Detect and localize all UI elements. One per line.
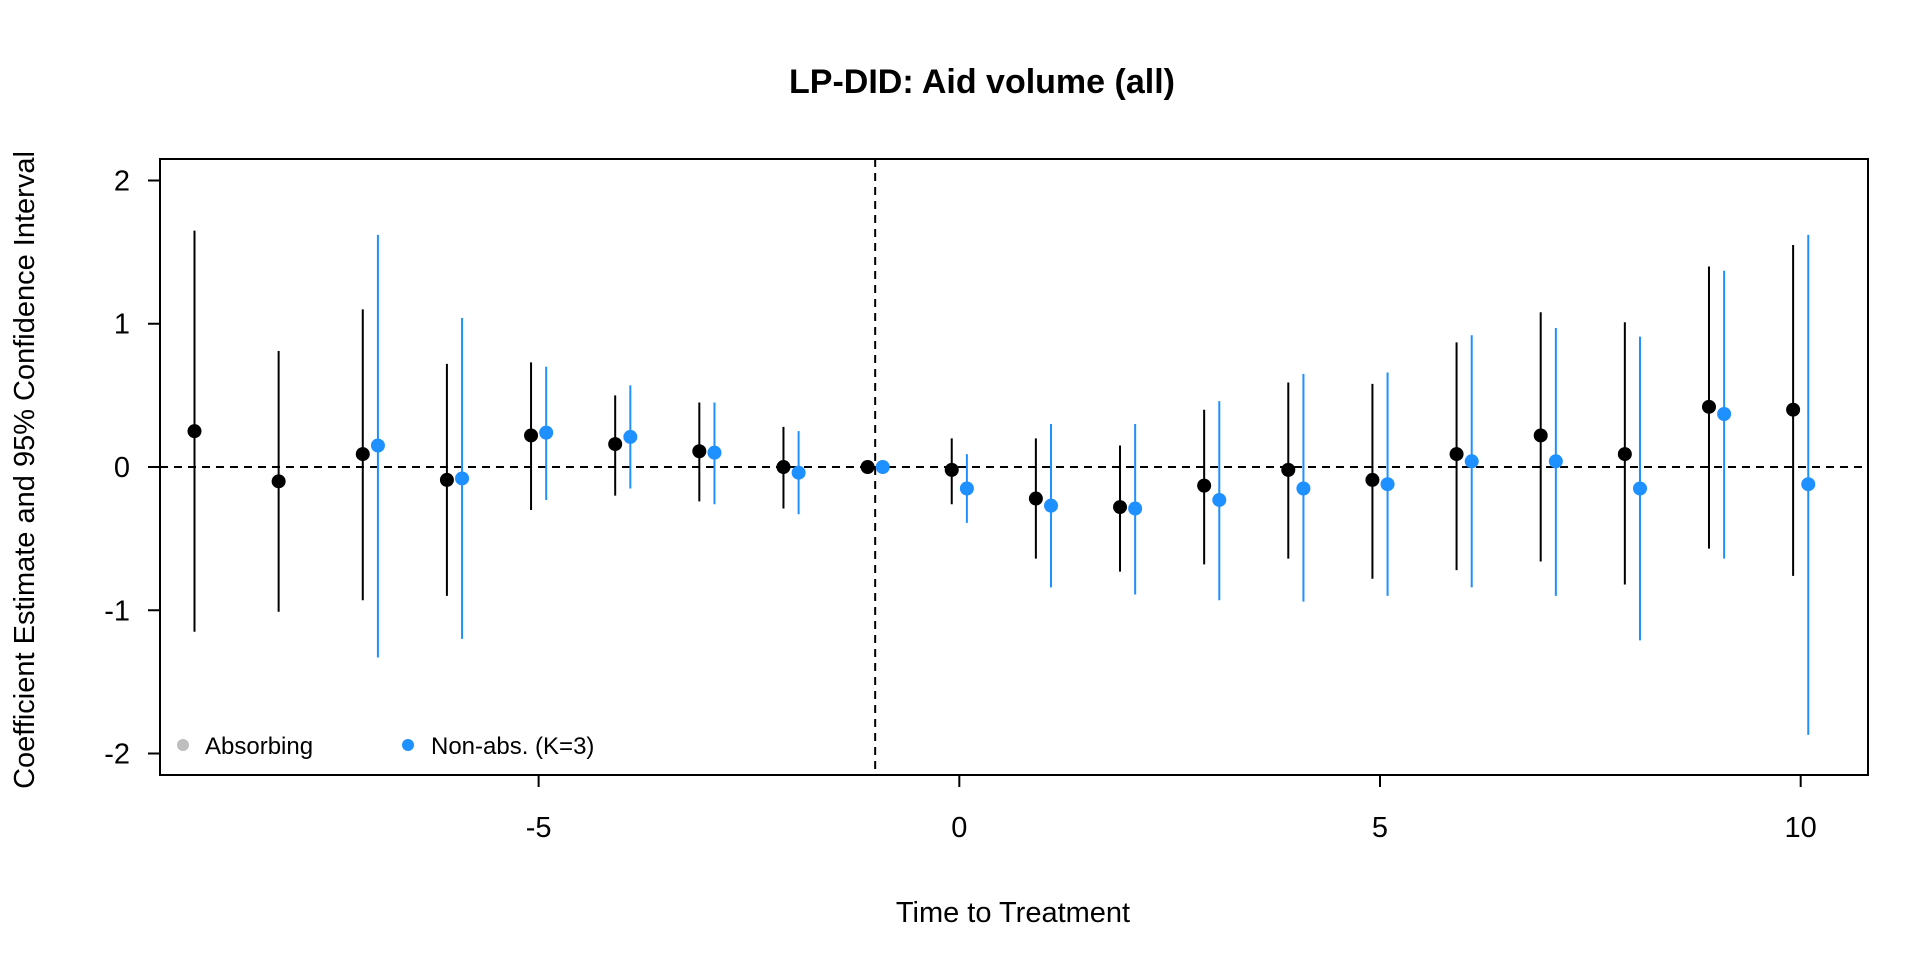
point-estimate [1044, 498, 1059, 513]
point-estimate [1717, 406, 1732, 421]
point-estimate [860, 460, 875, 474]
y-axis: -2 -1 0 1 2 [104, 165, 160, 771]
point-estimate [187, 424, 202, 439]
x-axis: -5 0 5 10 [526, 775, 1817, 844]
point-estimate [791, 465, 806, 480]
point-estimate [1281, 462, 1296, 477]
point-estimate [959, 481, 974, 496]
point-estimate [1632, 481, 1647, 496]
point-estimate [1197, 478, 1212, 493]
point-estimate [1113, 500, 1128, 515]
point-estimate [355, 447, 370, 462]
point-estimate [1701, 399, 1716, 414]
legend-marker-non-absorbing [402, 739, 414, 751]
point-estimate [1212, 492, 1227, 507]
point-estimate [1548, 454, 1563, 469]
y-axis-label: Coefficient Estimate and 95% Confidence … [9, 151, 41, 789]
x-tick-label: 5 [1372, 812, 1388, 844]
point-estimate [1449, 447, 1464, 462]
point-estimate [455, 471, 470, 486]
y-tick-label: 1 [114, 309, 130, 341]
chart-title: LP-DID: Aid volume (all) [789, 63, 1175, 101]
point-estimate [1028, 491, 1043, 506]
point-estimate [776, 460, 791, 474]
legend: Absorbing Non-abs. (K=3) [177, 733, 594, 760]
point-estimate [944, 462, 959, 477]
x-tick-label: -5 [526, 812, 552, 844]
point-estimate [1128, 501, 1143, 516]
data-marks [187, 230, 1816, 735]
point-estimate [1786, 402, 1801, 417]
legend-label-non-absorbing: Non-abs. (K=3) [431, 733, 594, 760]
point-estimate [1365, 472, 1380, 487]
series-absorbing [187, 230, 1801, 632]
legend-marker-absorbing [177, 739, 189, 751]
x-tick-label: 0 [951, 812, 967, 844]
y-tick-label: -2 [104, 739, 130, 771]
x-axis-label: Time to Treatment [896, 897, 1130, 929]
series-non-absorbing [370, 234, 1816, 735]
y-tick-label: -1 [104, 595, 130, 627]
point-estimate [623, 429, 638, 444]
reference-lines [160, 159, 1868, 775]
point-estimate [1380, 477, 1395, 492]
point-estimate [524, 428, 539, 443]
point-estimate [1533, 428, 1548, 443]
x-tick-label: 10 [1785, 812, 1817, 844]
legend-label-absorbing: Absorbing [205, 733, 313, 760]
point-estimate [539, 425, 554, 440]
point-estimate [1801, 477, 1816, 492]
point-estimate [692, 444, 707, 459]
point-estimate [1296, 481, 1311, 496]
y-tick-label: 0 [114, 452, 130, 484]
point-estimate [608, 437, 623, 452]
point-estimate [1617, 447, 1632, 462]
plot-frame [159, 158, 1869, 776]
point-estimate [1464, 454, 1479, 469]
point-estimate [875, 460, 890, 474]
y-tick-label: 2 [114, 165, 130, 197]
point-estimate [707, 445, 722, 460]
point-estimate [370, 438, 385, 453]
point-estimate [439, 472, 454, 487]
point-estimate [271, 474, 286, 489]
